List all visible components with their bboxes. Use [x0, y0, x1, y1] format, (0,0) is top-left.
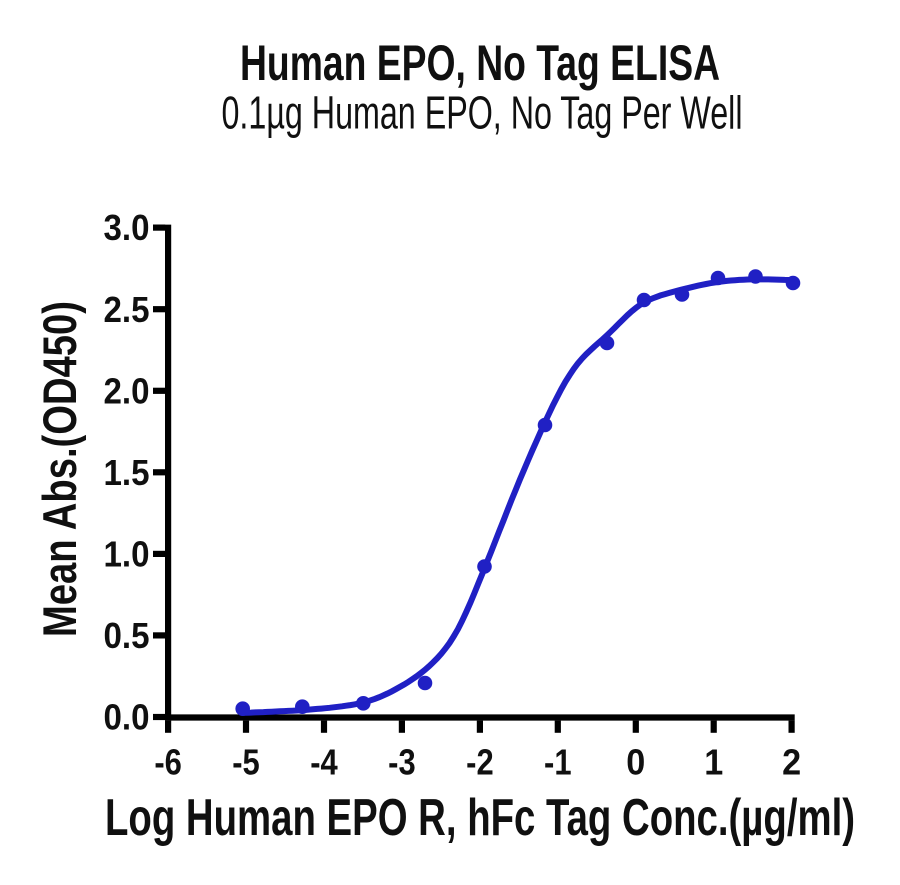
- svg-text:0.0: 0.0: [104, 697, 150, 738]
- svg-text:3.0: 3.0: [104, 207, 150, 248]
- svg-text:2: 2: [782, 741, 801, 782]
- svg-text:0: 0: [626, 741, 645, 782]
- svg-text:Log Human EPO R, hFc Tag Conc.: Log Human EPO R, hFc Tag Conc.(µg/ml): [105, 788, 855, 846]
- svg-text:1.0: 1.0: [104, 534, 150, 575]
- svg-text:-4: -4: [310, 741, 338, 782]
- svg-text:1.5: 1.5: [104, 452, 150, 493]
- svg-text:Human EPO, No Tag ELISA: Human EPO, No Tag ELISA: [240, 35, 720, 91]
- svg-text:2.0: 2.0: [104, 370, 150, 411]
- svg-text:-5: -5: [232, 741, 260, 782]
- svg-text:2.5: 2.5: [104, 289, 150, 330]
- svg-text:-1: -1: [544, 741, 572, 782]
- svg-text:-3: -3: [388, 741, 416, 782]
- svg-text:-2: -2: [466, 741, 494, 782]
- svg-text:0.1µg Human EPO, No Tag Per We: 0.1µg Human EPO, No Tag Per Well: [222, 86, 743, 138]
- svg-text:1: 1: [704, 741, 723, 782]
- svg-text:Mean Abs.(OD450): Mean Abs.(OD450): [34, 301, 87, 637]
- svg-text:0.5: 0.5: [104, 615, 150, 656]
- svg-text:-6: -6: [154, 741, 182, 782]
